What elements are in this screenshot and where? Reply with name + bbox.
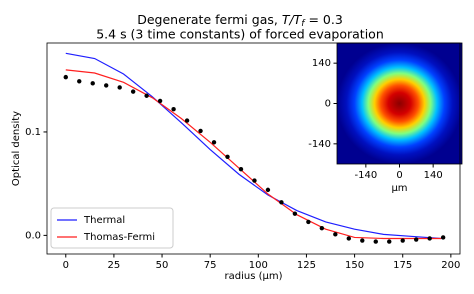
x-tick-label: 175 [393, 260, 412, 271]
data-point [225, 154, 230, 159]
data-point [292, 211, 298, 216]
inset-x-tick-label: -140 [354, 170, 377, 181]
data-point [130, 89, 136, 94]
x-tick-label: 25 [108, 260, 121, 271]
legend-label: Thomas-Fermi [83, 232, 155, 243]
data-point [373, 239, 378, 244]
data-point [63, 74, 68, 80]
inset-x-tick-label: 0 [396, 170, 402, 181]
x-tick-label: 150 [345, 260, 364, 271]
y-tick-label: 0.1 [25, 127, 41, 138]
chart-subtitle: 5.4 s (3 time constants) of forced evapo… [96, 27, 384, 42]
data-point [117, 85, 122, 90]
data-point [400, 238, 405, 243]
data-point [90, 81, 95, 86]
data-point [306, 219, 311, 225]
data-point [238, 166, 244, 172]
x-tick-label: 100 [249, 260, 268, 271]
data-point [360, 238, 365, 243]
inset-y-tick-label: -140 [308, 139, 331, 150]
data-point [333, 232, 338, 237]
inset-y-tick-label: 140 [312, 58, 331, 69]
data-point [252, 178, 257, 183]
data-point [144, 93, 149, 98]
x-tick-label: 0 [63, 260, 69, 271]
data-point [77, 79, 82, 84]
plot-frame [46, 42, 461, 255]
x-tick-label: 50 [156, 260, 169, 271]
data-point [198, 128, 203, 134]
y-axis-label: Optical density [11, 111, 22, 186]
data-point [413, 237, 419, 242]
y-tick-label: 0.0 [25, 230, 41, 241]
x-tick-label: 200 [441, 260, 460, 271]
data-point [104, 83, 109, 88]
legend-box [50, 207, 174, 249]
inset-y-tick-label: 0 [325, 99, 331, 110]
data-point [440, 235, 446, 240]
data-point [265, 187, 271, 193]
data-point [319, 225, 325, 231]
inset-x-label: μm [391, 183, 407, 194]
legend-label: Thermal [83, 215, 125, 226]
x-tick-label: 75 [204, 260, 217, 271]
data-point [211, 140, 217, 145]
inset-x-tick-label: 140 [424, 170, 443, 181]
data-point [157, 98, 163, 104]
data-point [346, 236, 352, 241]
data-point [387, 239, 392, 244]
data-point [171, 106, 176, 112]
data-line [65, 52, 442, 240]
x-axis-label: radius (μm) [225, 271, 283, 282]
data-point [427, 236, 432, 241]
data-point [279, 200, 284, 205]
data-point [184, 118, 190, 123]
chart-title: Degenerate fermi gas, T/Tf = 0.3 [137, 12, 343, 29]
x-tick-label: 125 [297, 260, 316, 271]
inset-image [337, 43, 462, 164]
